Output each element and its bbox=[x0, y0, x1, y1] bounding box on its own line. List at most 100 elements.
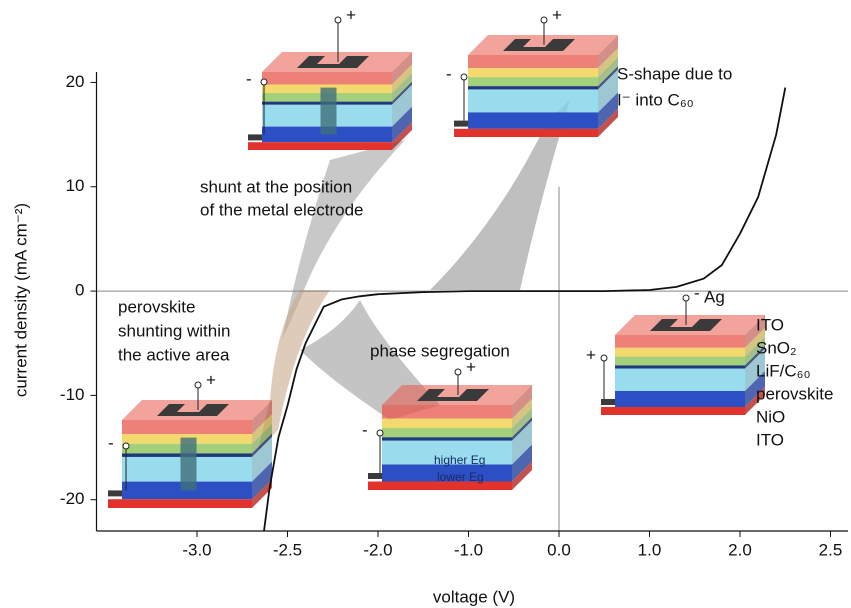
terminal bbox=[260, 78, 268, 86]
terminal bbox=[194, 381, 202, 389]
terminal bbox=[540, 16, 548, 24]
layer-side bbox=[392, 106, 412, 143]
layer-front bbox=[615, 391, 745, 407]
layer-side bbox=[512, 461, 532, 490]
side-contact bbox=[601, 399, 615, 405]
layer-side bbox=[598, 108, 618, 137]
layer-top bbox=[262, 52, 412, 72]
layer-front bbox=[382, 405, 512, 419]
x-tick-label: 2.0 bbox=[728, 540, 752, 559]
layer-side bbox=[392, 64, 412, 94]
terminal-label: + bbox=[206, 370, 216, 389]
side-contact bbox=[108, 490, 122, 497]
layer-front bbox=[108, 499, 252, 508]
inner-label: lower Eg bbox=[437, 470, 484, 484]
layer-front bbox=[468, 68, 598, 78]
side-contact bbox=[454, 120, 468, 127]
layer-front bbox=[248, 142, 392, 150]
shunt-fan bbox=[282, 140, 405, 340]
terminal bbox=[376, 429, 384, 437]
x-tick-label: 0.0 bbox=[547, 540, 571, 559]
layer-front bbox=[615, 356, 745, 366]
layer-label: ITO bbox=[756, 430, 784, 449]
layer-top bbox=[615, 315, 765, 335]
layer-side bbox=[512, 420, 532, 465]
jv-curve bbox=[263, 87, 787, 532]
layer-side bbox=[392, 52, 412, 85]
x-tick-label: -3.0 bbox=[182, 540, 211, 559]
terminal-label: - bbox=[246, 69, 252, 88]
layer-side bbox=[745, 345, 765, 369]
layer-front bbox=[615, 335, 745, 348]
x-axis-label: voltage (V) bbox=[433, 587, 515, 606]
layer-side bbox=[598, 92, 618, 129]
layer-front bbox=[468, 55, 598, 69]
layer-front bbox=[615, 368, 745, 391]
layer-front bbox=[382, 440, 512, 465]
layer-side bbox=[252, 414, 272, 444]
caption: phase segregation bbox=[370, 341, 510, 360]
layer-top bbox=[468, 35, 618, 55]
caption: of the metal electrode bbox=[200, 200, 363, 219]
y-tick-label: 20 bbox=[66, 72, 85, 91]
layer-side bbox=[392, 122, 412, 150]
electrode-label: Ag bbox=[704, 287, 725, 306]
device-illustration: + - higher Eg lower Eg bbox=[362, 357, 532, 490]
layer-side bbox=[745, 371, 765, 407]
layer-label: perovskite bbox=[756, 384, 833, 403]
layer-label: NiO bbox=[756, 407, 785, 426]
layer-side bbox=[252, 436, 272, 482]
layer-side bbox=[252, 479, 272, 508]
shunt-path bbox=[180, 437, 197, 491]
x-tick-label: -2.5 bbox=[273, 540, 302, 559]
y-tick-label: -20 bbox=[60, 489, 85, 508]
electrode bbox=[503, 39, 575, 51]
x-tick-label: -2.0 bbox=[363, 540, 392, 559]
terminal-label: - bbox=[694, 283, 700, 302]
layer-side bbox=[598, 69, 618, 113]
shunt-path bbox=[320, 87, 337, 135]
y-tick-label: 10 bbox=[66, 176, 85, 195]
caption: perovskite bbox=[118, 297, 195, 316]
layer-side bbox=[252, 423, 272, 454]
x-tick-label: 2.5 bbox=[819, 540, 843, 559]
layer-side bbox=[512, 407, 532, 438]
device-illustration: +- bbox=[246, 5, 412, 150]
side-contact bbox=[368, 473, 382, 479]
electrode bbox=[297, 56, 369, 68]
layer-front bbox=[615, 347, 745, 357]
layer-front bbox=[382, 464, 512, 482]
terminal bbox=[122, 442, 130, 450]
device-illustration: - + Ag ITO SnO₂ LiF/C₆₀ perovskite NiO ITO bbox=[586, 283, 833, 449]
terminal bbox=[454, 368, 462, 376]
terminal-label: + bbox=[586, 345, 596, 364]
caption: the active area bbox=[118, 345, 230, 364]
s-shape-fan bbox=[430, 100, 570, 290]
layer-front bbox=[468, 89, 598, 113]
layer-front bbox=[615, 365, 745, 369]
device-illustration: +- bbox=[446, 5, 618, 137]
layer-front bbox=[468, 86, 598, 90]
layer-front bbox=[382, 437, 512, 441]
terminal-label: - bbox=[108, 433, 114, 452]
layer-top bbox=[122, 400, 272, 420]
caption: shunt at the position bbox=[200, 177, 352, 196]
layer-side bbox=[512, 417, 532, 441]
y-tick-label: 0 bbox=[75, 281, 84, 300]
layer-side bbox=[512, 385, 532, 419]
layer-side bbox=[745, 315, 765, 348]
caption: S-shape due to bbox=[617, 64, 732, 83]
layer-front bbox=[468, 77, 598, 87]
terminal-label: + bbox=[552, 5, 562, 24]
layer-front bbox=[468, 112, 598, 129]
layer-label: SnO₂ bbox=[756, 338, 797, 357]
layer-side bbox=[598, 66, 618, 90]
layer-side bbox=[745, 348, 765, 391]
terminal-label: + bbox=[346, 5, 356, 24]
layer-side bbox=[252, 461, 272, 500]
terminal bbox=[460, 73, 468, 81]
layer-side bbox=[512, 398, 532, 428]
layer-side bbox=[745, 336, 765, 366]
layer-side bbox=[252, 433, 272, 457]
